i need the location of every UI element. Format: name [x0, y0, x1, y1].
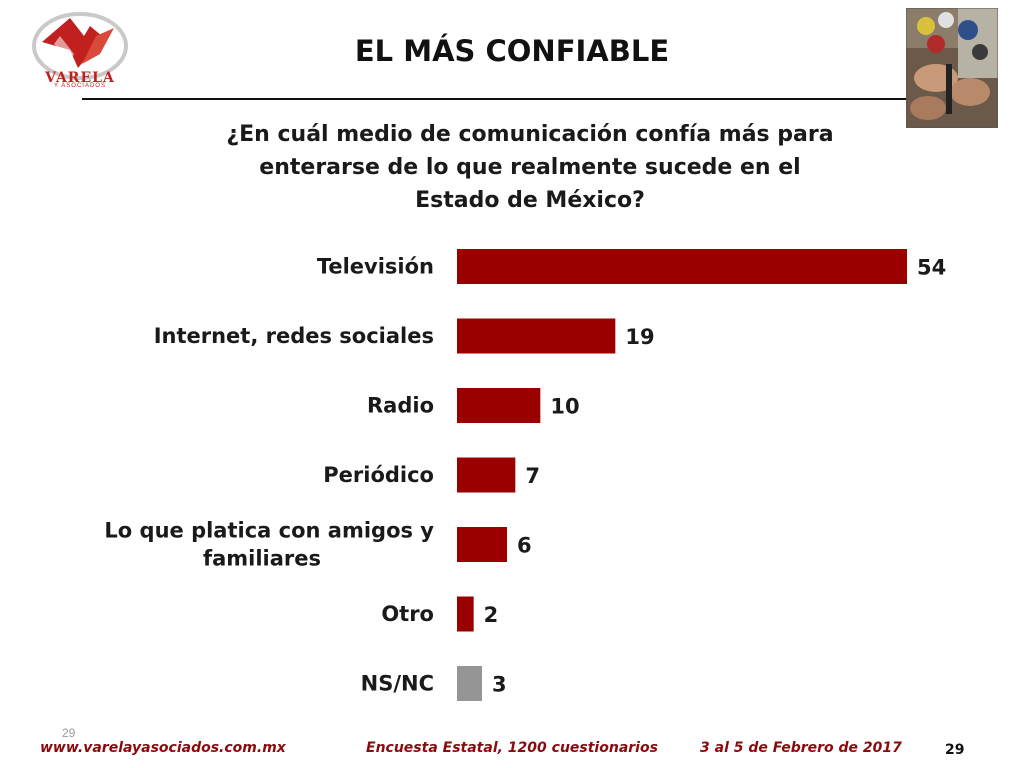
bar-value-label: 54 [917, 256, 946, 280]
category-label: Televisión [317, 255, 434, 279]
logo-subtext: Y ASOCIADOS [54, 83, 106, 89]
category-label: Periódico [323, 463, 434, 487]
microphones-photo [906, 8, 998, 128]
survey-question: ¿En cuál medio de comunicación confía má… [120, 118, 940, 217]
slide-number-small: 29 [62, 726, 76, 740]
category-label: NS/NC [361, 672, 434, 696]
bar-value-label: 7 [525, 464, 540, 488]
page-number: 29 [945, 742, 965, 758]
bar-value-label: 19 [625, 325, 654, 349]
bar [457, 457, 516, 493]
question-line: ¿En cuál medio de comunicación confía má… [226, 122, 834, 147]
category-label: Internet, redes sociales [154, 324, 434, 348]
footer-survey-info: Encuesta Estatal, 1200 cuestionarios [366, 740, 658, 756]
bar-value-label: 6 [517, 534, 532, 558]
bar-value-label: 2 [484, 603, 499, 627]
category-label: Radio [367, 394, 434, 418]
bar-value-label: 3 [492, 673, 507, 697]
bar [457, 249, 907, 284]
bar-value-label: 10 [550, 395, 579, 419]
footer-url[interactable]: www.varelayasociados.com.mx [40, 740, 286, 756]
logo-text: VARELA [45, 70, 115, 86]
bar [457, 596, 474, 632]
title-divider [82, 98, 912, 100]
bar [457, 666, 482, 701]
bar [457, 318, 616, 354]
varela-logo [32, 12, 128, 80]
category-label: Lo que platica con amigos y [104, 519, 434, 543]
category-label: familiares [203, 547, 321, 571]
bar [457, 388, 541, 423]
bar [457, 527, 507, 562]
page-title: EL MÁS CONFIABLE [354, 34, 670, 68]
category-label: Otro [381, 602, 434, 626]
question-line: enterarse de lo que realmente sucede en … [259, 155, 801, 180]
question-line: Estado de México? [415, 188, 645, 213]
footer-date: 3 al 5 de Febrero de 2017 [700, 740, 902, 756]
